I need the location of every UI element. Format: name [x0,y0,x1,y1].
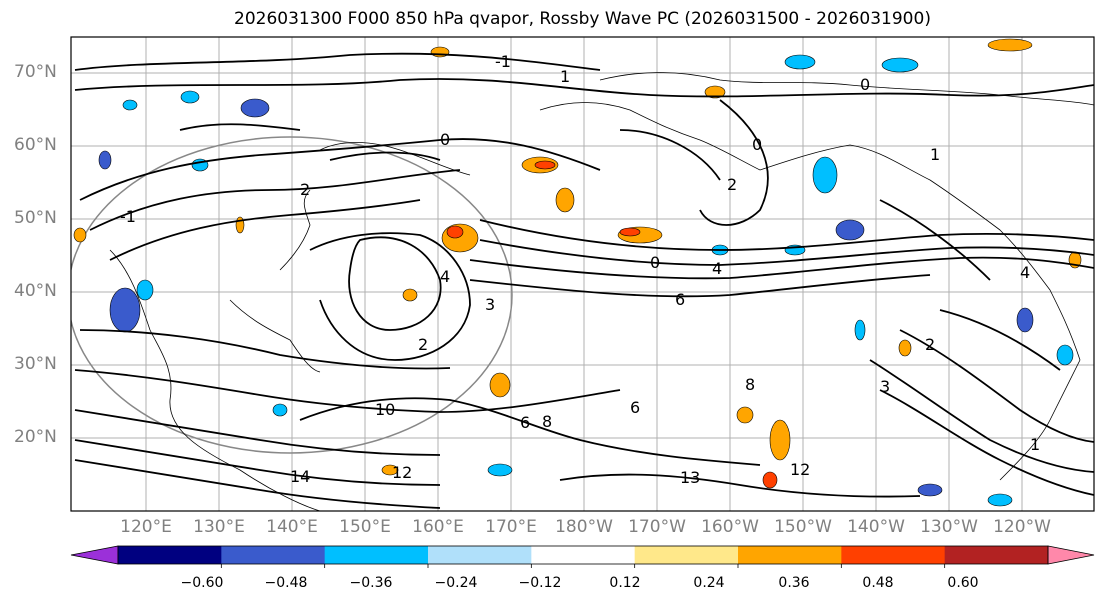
colorbar-segment [118,546,222,564]
contour-label: 4 [712,259,722,278]
contour-label: 1 [930,145,940,164]
lon-label-140w: 140°W [847,517,905,537]
contour-label: 13 [680,468,700,487]
colorbar-tick-label: 0.60 [947,575,979,591]
colorbar-segment [531,546,636,564]
colorbar-segment [221,546,326,564]
contour-label: 2 [300,180,310,199]
map-title: 2026031300 F000 850 hPa qvapor, Rossby W… [234,9,931,29]
colorbar-tick-label: −0.48 [264,575,308,591]
colorbar-extend-min [70,545,119,565]
lon-label-180w: 180°W [555,517,613,537]
colorbar-segment [324,546,429,564]
colorbar-tick-label: 0.48 [862,575,894,591]
lon-label-120w: 120°W [993,517,1051,537]
contour-label: 6 [520,413,530,432]
colorbar-frame [117,545,1049,565]
colorbar-segment [738,546,842,564]
lat-label-40n: 40°N [14,281,57,301]
contour-label: 10 [375,400,395,419]
contour-label: 0 [650,253,660,272]
colorbar-segment [841,546,946,564]
qvapor-shading [73,38,1082,507]
contour-label: 0 [860,75,870,94]
colorbar [70,545,1095,568]
contour-label: 2 [418,335,428,354]
contour-label: 0 [752,135,762,154]
contour-label: 8 [542,412,552,431]
lon-label-140e: 140°E [266,517,318,537]
colorbar-segment [634,546,739,564]
lat-label-30n: 30°N [14,354,57,374]
contour-label: -1 [495,52,511,71]
contour-label: 2 [925,335,935,354]
colorbar-tick-label: −0.36 [349,575,393,591]
lon-label-130e: 130°E [193,517,245,537]
contour-label: 3 [880,377,890,396]
contour-label: 12 [392,463,412,482]
lon-label-150w: 150°W [774,517,832,537]
contour-label: 4 [1020,263,1030,282]
contours [74,52,1094,509]
coastlines [109,72,1094,511]
colorbar-tick-label: 0.36 [778,575,810,591]
contour-label: 1 [560,67,570,86]
lon-label-130w: 130°W [920,517,978,537]
contour-label: 3 [485,295,495,314]
lon-label-170w: 170°W [628,517,686,537]
contour-label: 4 [440,267,450,286]
lon-label-150e: 150°E [339,517,391,537]
contour-label: 0 [440,130,450,149]
colorbar-tick-label: 0.24 [693,575,725,591]
contour-label: 8 [745,375,755,394]
lat-label-20n: 20°N [14,427,57,447]
colorbar-tick-label: −0.24 [434,575,478,591]
contour-label: 12 [790,460,810,479]
contour-label: 2 [727,175,737,194]
gridlines [71,37,1094,511]
colorbar-segment [944,546,1049,564]
contour-label: 14 [290,467,310,486]
lon-label-160w: 160°W [701,517,759,537]
lat-label-60n: 60°N [14,135,57,155]
lon-label-160e: 160°E [412,517,464,537]
lat-label-50n: 50°N [14,208,57,228]
contour-label: 6 [675,290,685,309]
lon-label-170e: 170°E [485,517,537,537]
contour-label: -1 [120,207,136,226]
colorbar-segment [428,546,532,564]
lon-label-120e: 120°E [120,517,172,537]
lat-label-70n: 70°N [14,62,57,82]
map-frame [70,36,1095,512]
colorbar-tick-label: −0.60 [180,575,224,591]
contour-label: 1 [1030,435,1040,454]
highlight-circle [71,136,513,454]
colorbar-tick-label: 0.12 [609,575,641,591]
colorbar-extend-max [1047,545,1095,565]
contour-label: 6 [630,398,640,417]
colorbar-tick-label: −0.12 [518,575,562,591]
